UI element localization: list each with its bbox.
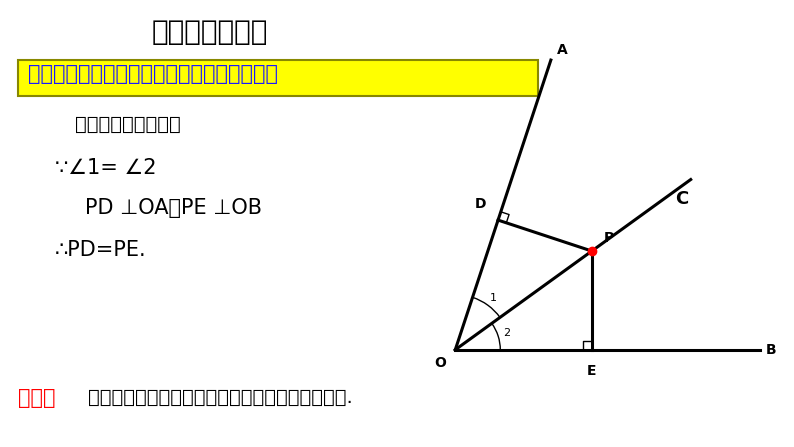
- Text: ∵∠1= ∠2: ∵∠1= ∠2: [55, 158, 156, 178]
- Text: D: D: [475, 198, 487, 211]
- Text: B: B: [766, 343, 777, 357]
- Text: 1: 1: [490, 293, 496, 303]
- Text: PD ⊥OA，PE ⊥OB: PD ⊥OA，PE ⊥OB: [85, 198, 262, 218]
- Text: 提示：: 提示：: [18, 388, 56, 408]
- Text: O: O: [434, 356, 446, 370]
- Bar: [18, 60, 538, 96]
- Text: E: E: [587, 364, 596, 378]
- Text: ∴PD=PE.: ∴PD=PE.: [55, 240, 147, 260]
- Text: C: C: [675, 190, 688, 208]
- Text: A: A: [557, 43, 568, 57]
- Text: 这个结论是经常用来证明两条线段相等的根据之一.: 这个结论是经常用来证明两条线段相等的根据之一.: [88, 388, 353, 407]
- Text: 定理：角平分线上的点到角的两边的距离相等: 定理：角平分线上的点到角的两边的距离相等: [28, 64, 278, 84]
- Text: 用符号语言表示为：: 用符号语言表示为：: [75, 115, 181, 134]
- Text: P: P: [603, 231, 614, 245]
- Text: 2: 2: [503, 328, 510, 338]
- Text: 角平分线的性质: 角平分线的性质: [152, 18, 268, 46]
